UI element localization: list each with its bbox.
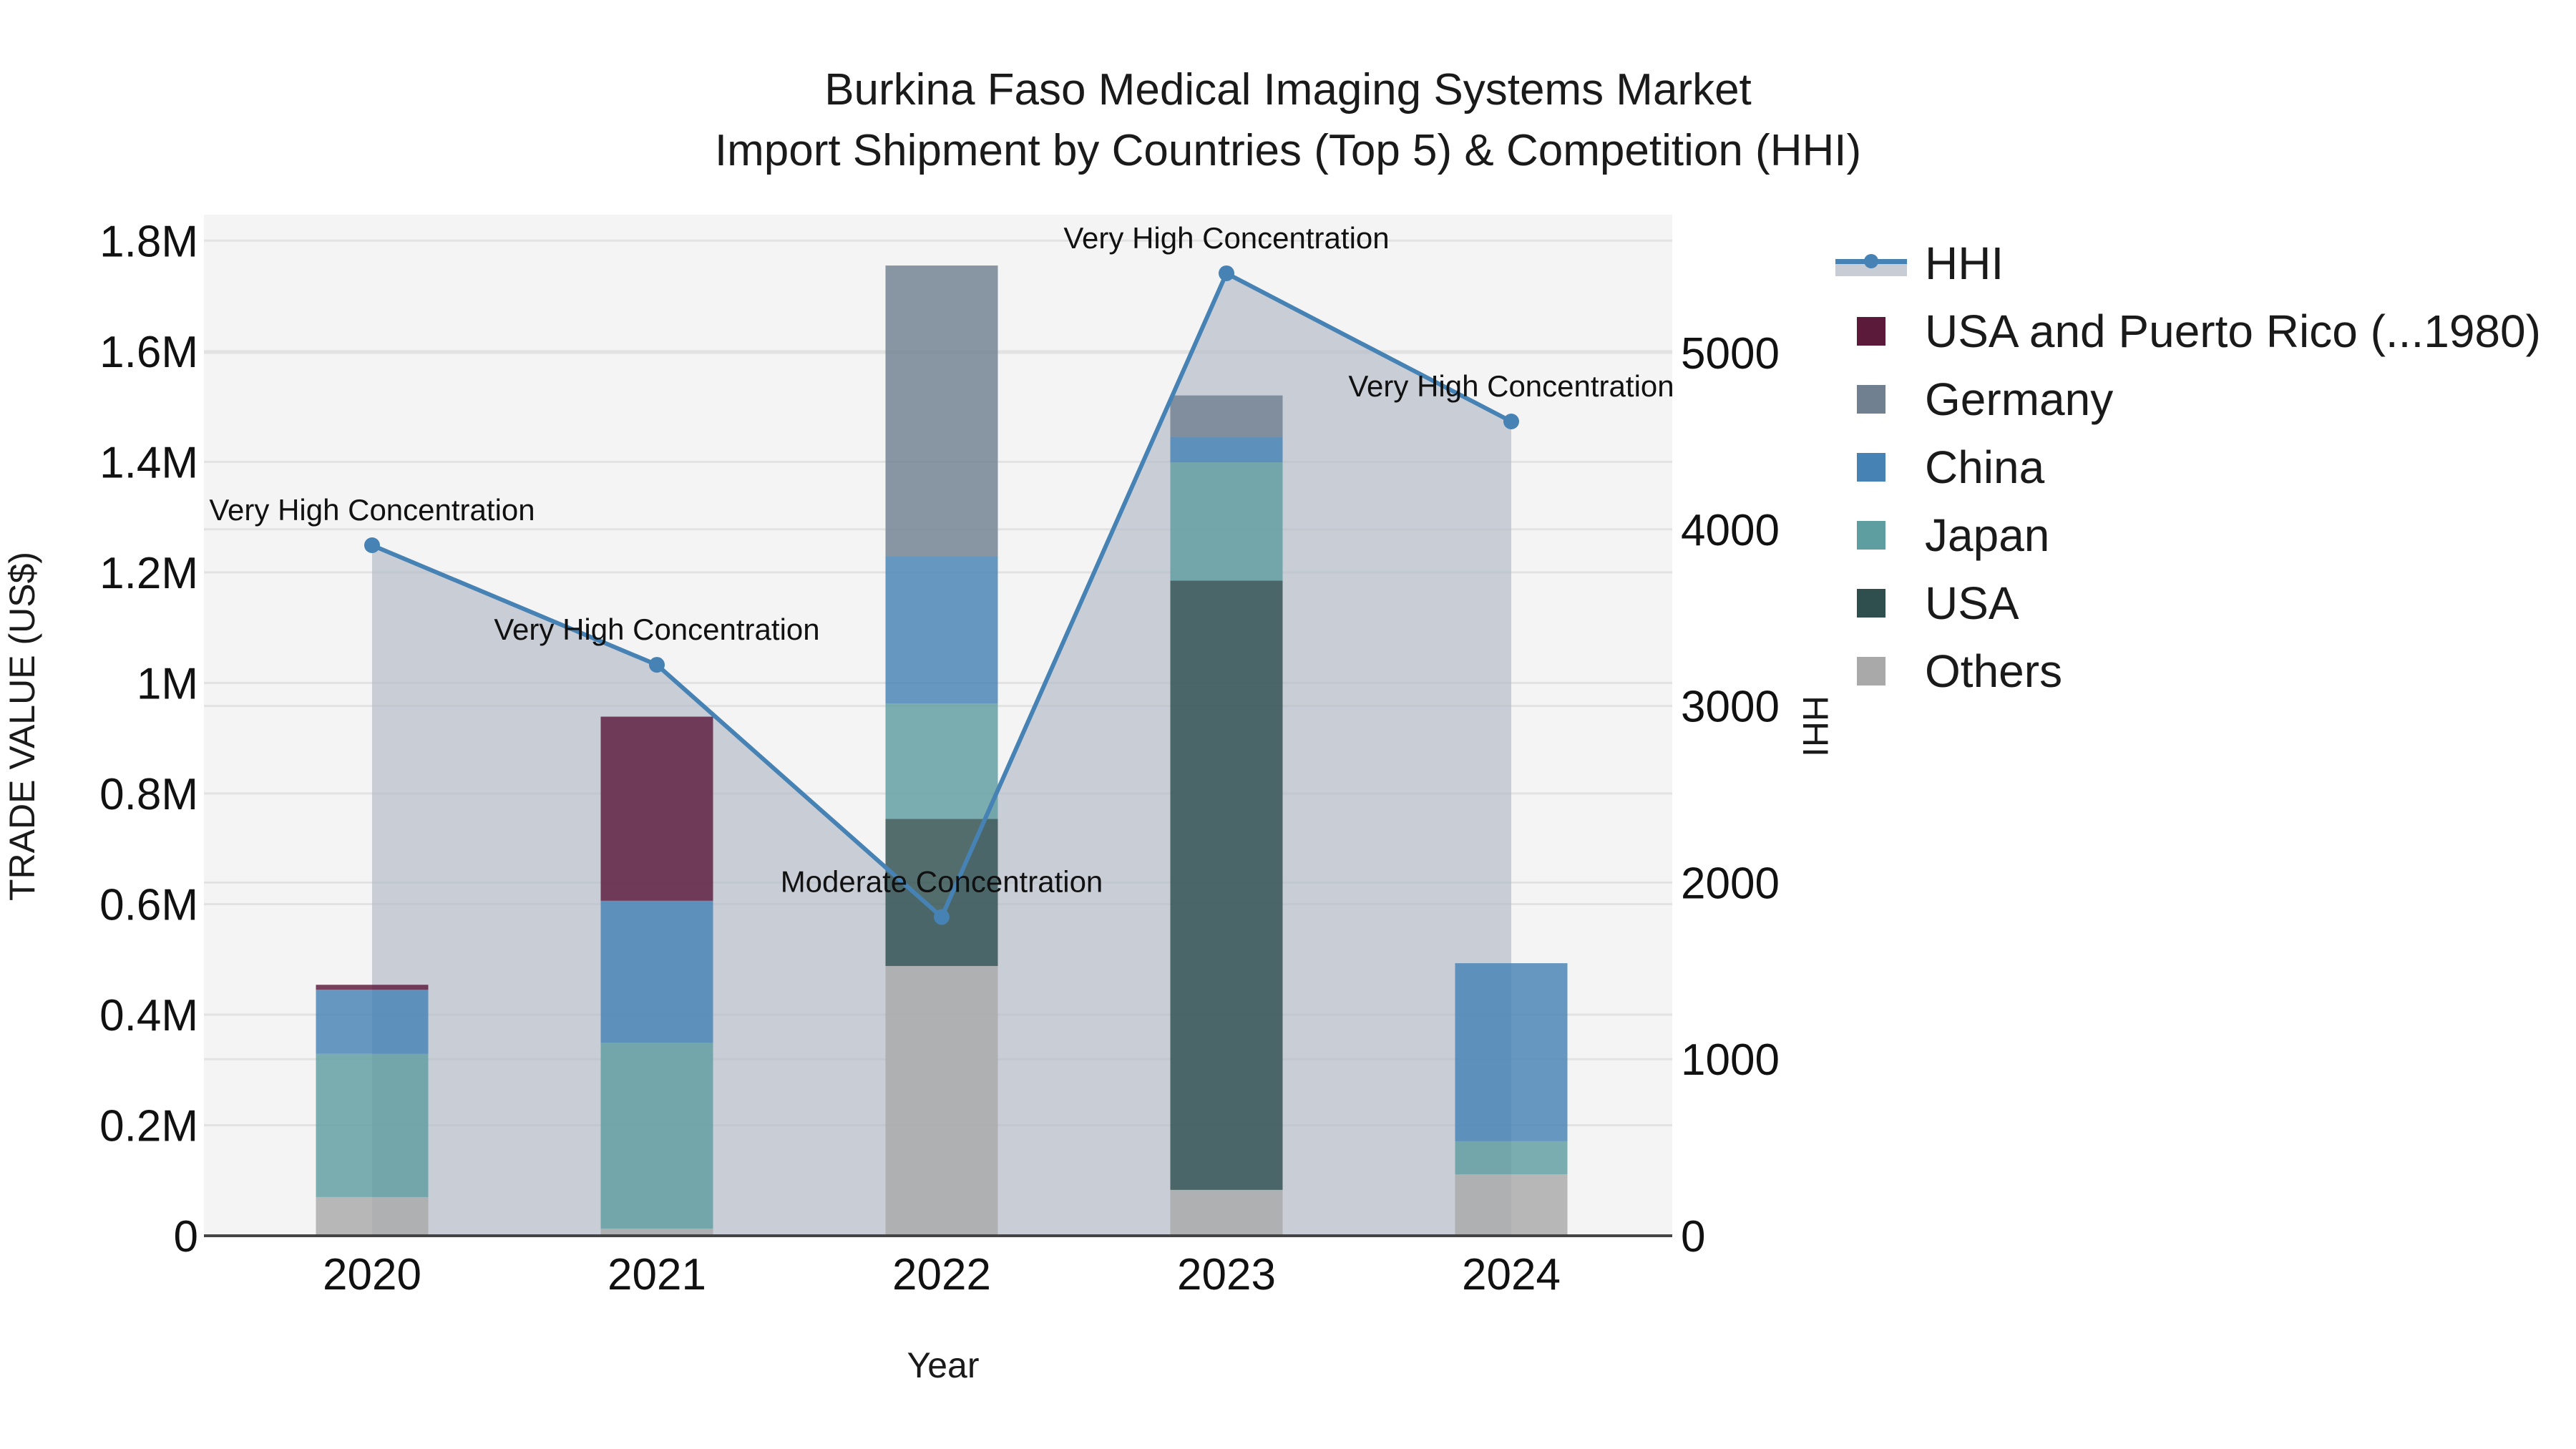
legend-label: China [1925,441,2045,493]
color-swatch-icon [1857,588,1885,618]
legend-item-others[interactable]: Others [1835,637,2541,705]
color-swatch-icon [1857,520,1885,550]
hhi-point[interactable] [649,657,665,673]
legend-label: Germany [1925,373,2114,425]
y-left-tick-label: 0.2M [99,1101,198,1151]
y-right-tick-label: 0 [1681,1212,1705,1262]
bar-stack-2020[interactable] [316,985,429,1236]
x-axis-title: Year [907,1345,979,1385]
x-tick-label: 2023 [1177,1250,1276,1299]
bar-segment-usa-and-puerto-rico-1980-[interactable] [600,716,713,901]
color-swatch-icon [1857,452,1885,482]
line-marker-icon [1835,249,1907,278]
legend-item-china[interactable]: China [1835,433,2541,501]
legend: HHI USA and Puerto Rico (...1980) Germany C… [1835,229,2541,705]
color-swatch-icon [1857,316,1885,346]
bar-segment-usa-and-puerto-rico-1980-[interactable] [316,985,429,990]
y-right-tick-label: 1000 [1681,1035,1780,1085]
bar-segment-japan[interactable] [885,703,998,819]
hhi-line [364,265,1519,925]
hhi-annotations: Very High Concentration Very High Concent… [209,221,1674,899]
bar-segment-germany[interactable] [885,265,998,557]
bar-stack-2022[interactable] [885,265,998,1236]
bar-stack-2023[interactable] [1170,395,1283,1236]
x-tick-label: 2022 [892,1250,991,1299]
y-right-tick-label: 4000 [1681,506,1780,555]
y-left-tick-label: 0.8M [99,770,198,819]
axes: 0 0.2M 0.4M 0.6M 0.8M 1M 1.2M 1.4M 1.6M 1.8M 0 1000… [99,217,1780,1299]
y-left-tick-label: 1.6M [99,328,198,377]
legend-item-hhi[interactable]: HHI [1835,229,2541,297]
legend-label: Japan [1925,509,2050,561]
hhi-annotation: Moderate Concentration [781,865,1103,899]
bar-stack-2024[interactable] [1455,963,1568,1236]
bar-segment-others[interactable] [1455,1174,1568,1236]
hhi-point[interactable] [934,909,950,925]
bar-segment-japan[interactable] [600,1043,713,1229]
bar-segment-china[interactable] [1170,436,1283,463]
bar-segment-japan[interactable] [1170,462,1283,581]
bar-segment-usa[interactable] [1170,580,1283,1190]
bar-stack-2021[interactable] [600,716,713,1236]
stacked-bars [316,265,1568,1236]
y-axis-right-title: HHI [1795,696,1835,757]
bar-segment-usa[interactable] [885,819,998,966]
hhi-annotation: Very High Concentration [1348,369,1674,403]
bar-segment-germany[interactable] [1170,395,1283,437]
bar-segment-others[interactable] [600,1228,713,1236]
bar-segment-china[interactable] [316,990,429,1054]
y-left-tick-label: 0.6M [99,880,198,930]
y-left-tick-label: 0 [174,1212,198,1262]
legend-item-usa-and-puerto-rico-1980-[interactable]: USA and Puerto Rico (...1980) [1835,297,2541,365]
bar-segment-japan[interactable] [1455,1141,1568,1175]
color-swatch-icon [1857,656,1885,686]
color-swatch-icon [1857,384,1885,414]
legend-label: USA [1925,577,2019,629]
chart-title-line-2: Import Shipment by Countries (Top 5) & C… [714,126,1862,175]
hhi-point[interactable] [1219,265,1234,281]
hhi-point[interactable] [1503,414,1519,430]
bar-segment-others[interactable] [1170,1189,1283,1236]
hhi-annotation: Very High Concentration [494,613,819,646]
legend-label: USA and Puerto Rico (...1980) [1925,305,2541,357]
y-axis-left-title: TRADE VALUE (US$) [2,552,42,901]
hhi-annotation: Very High Concentration [209,493,535,527]
legend-label: Others [1925,645,2063,697]
y-left-tick-label: 1.2M [99,549,198,598]
y-right-tick-label: 3000 [1681,683,1780,732]
y-left-tick-label: 1.4M [99,438,198,487]
chart-title-line-1: Burkina Faso Medical Imaging Systems Mar… [824,65,1752,114]
bar-segment-others[interactable] [316,1196,429,1236]
y-left-tick-label: 0.4M [99,991,198,1040]
x-tick-label: 2021 [608,1250,706,1299]
hhi-annotation: Very High Concentration [1063,221,1389,255]
legend-item-japan[interactable]: Japan [1835,501,2541,569]
legend-item-germany[interactable]: Germany [1835,365,2541,433]
y-left-tick-label: 1.8M [99,217,198,266]
bar-segment-others[interactable] [885,965,998,1236]
x-tick-label: 2024 [1462,1250,1561,1299]
bar-segment-china[interactable] [600,900,713,1043]
legend-item-usa[interactable]: USA [1835,569,2541,637]
y-left-tick-label: 1M [137,659,198,708]
y-right-tick-label: 2000 [1681,859,1780,908]
bar-segment-china[interactable] [1455,963,1568,1141]
legend-label: HHI [1925,237,2004,289]
bar-segment-china[interactable] [885,556,998,703]
x-tick-label: 2020 [323,1250,421,1299]
hhi-point[interactable] [364,537,380,554]
y-right-tick-label: 5000 [1681,329,1780,379]
bar-segment-japan[interactable] [316,1053,429,1197]
